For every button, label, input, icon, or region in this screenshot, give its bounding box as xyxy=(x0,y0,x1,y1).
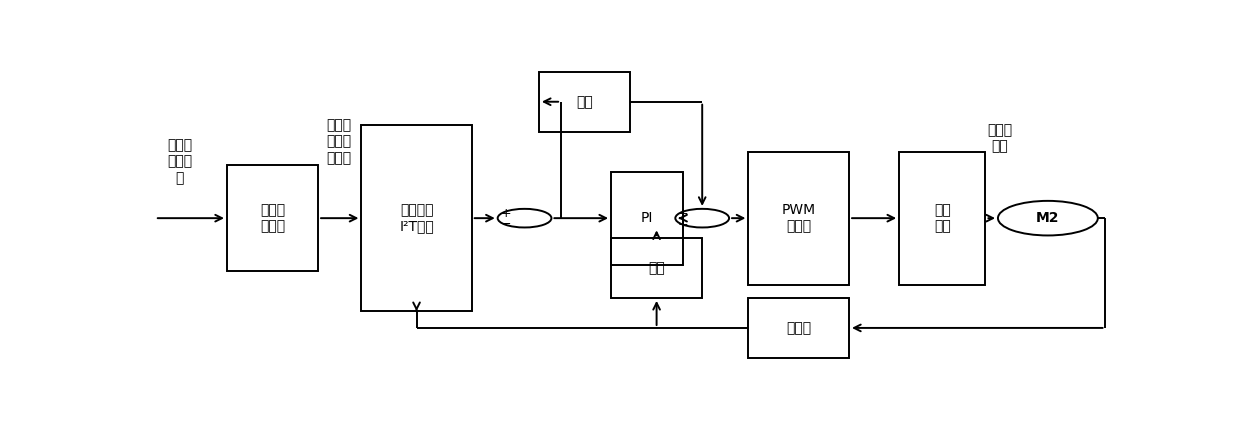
Text: +: + xyxy=(501,206,510,219)
Text: 功率
变换: 功率 变换 xyxy=(934,203,950,233)
Bar xyxy=(227,165,318,271)
Text: 转矩系
数倒数: 转矩系 数倒数 xyxy=(260,203,285,233)
Text: +: + xyxy=(678,206,689,219)
Bar xyxy=(611,172,683,265)
Text: PWM
发生器: PWM 发生器 xyxy=(782,203,815,233)
Text: 从电机
目标转
矩: 从电机 目标转 矩 xyxy=(167,138,192,185)
Text: M2: M2 xyxy=(1036,211,1059,225)
Text: 电流传
感器: 电流传 感器 xyxy=(987,123,1012,153)
Text: PI: PI xyxy=(641,211,653,225)
Text: 斜坡给定
I²T控制: 斜坡给定 I²T控制 xyxy=(399,203,434,233)
Text: 前馈: 前馈 xyxy=(576,95,593,109)
Bar xyxy=(748,298,849,358)
Text: 滤波器: 滤波器 xyxy=(786,321,812,335)
Bar xyxy=(362,125,472,311)
Bar xyxy=(539,72,631,132)
Text: −: − xyxy=(501,218,510,231)
Text: 补偿: 补偿 xyxy=(648,261,665,275)
Bar xyxy=(748,152,849,285)
Text: +: + xyxy=(678,218,689,231)
Bar xyxy=(900,152,985,285)
Text: 从电机
目标转
矩电流: 从电机 目标转 矩电流 xyxy=(326,118,351,165)
Bar xyxy=(611,238,703,298)
